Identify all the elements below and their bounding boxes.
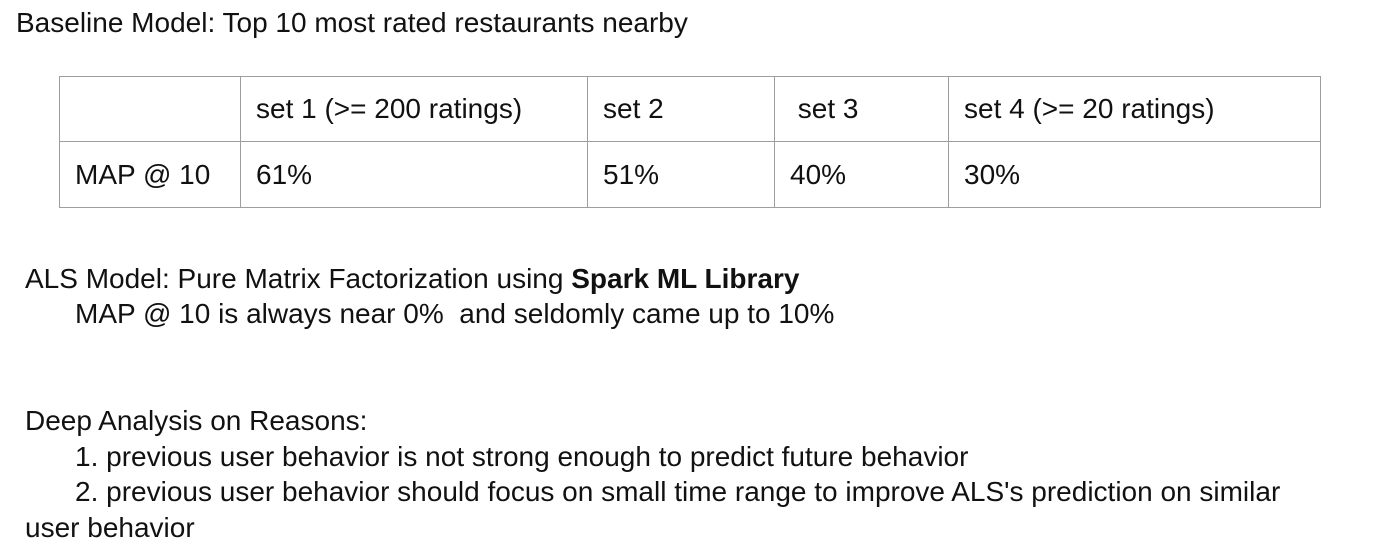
- als-heading-bold-text: Spark ML Library: [571, 263, 800, 294]
- baseline-heading: Baseline Model: Top 10 most rated restau…: [16, 7, 688, 38]
- table-header-cell-set-3: set 3: [774, 76, 949, 142]
- table-cell-set-3-value: 40%: [774, 141, 949, 208]
- baseline-results-table: set 1 (>= 200 ratings) set 2 set 3 set 4…: [59, 76, 1321, 208]
- table-header-cell-empty: [59, 76, 241, 142]
- table-row-map-at-10: MAP @ 10 61% 51% 40% 30%: [59, 141, 1321, 208]
- table-cell-set-1-value: 61%: [240, 141, 588, 208]
- analysis-list-item-1: 1. previous user behavior is not strong …: [75, 441, 969, 472]
- als-heading-text: ALS Model: Pure Matrix Factorization usi…: [25, 263, 572, 294]
- table-cell-set-2-value: 51%: [587, 141, 775, 208]
- als-detail: MAP @ 10 is always near 0% and seldomly …: [75, 298, 835, 329]
- table-header-cell-set-1: set 1 (>= 200 ratings): [240, 76, 588, 142]
- analysis-list-item-2: 2. previous user behavior should focus o…: [75, 476, 1281, 507]
- als-heading: ALS Model: Pure Matrix Factorization usi…: [25, 262, 799, 296]
- analysis-list-item-2-continuation: user behavior: [25, 512, 195, 543]
- table-header-cell-set-4: set 4 (>= 20 ratings): [948, 76, 1321, 142]
- table-cell-set-4-value: 30%: [948, 141, 1321, 208]
- table-cell-metric-label: MAP @ 10: [59, 141, 241, 208]
- table-header-cell-set-2: set 2: [587, 76, 775, 142]
- table-header-row: set 1 (>= 200 ratings) set 2 set 3 set 4…: [59, 76, 1321, 142]
- analysis-heading: Deep Analysis on Reasons:: [25, 405, 368, 436]
